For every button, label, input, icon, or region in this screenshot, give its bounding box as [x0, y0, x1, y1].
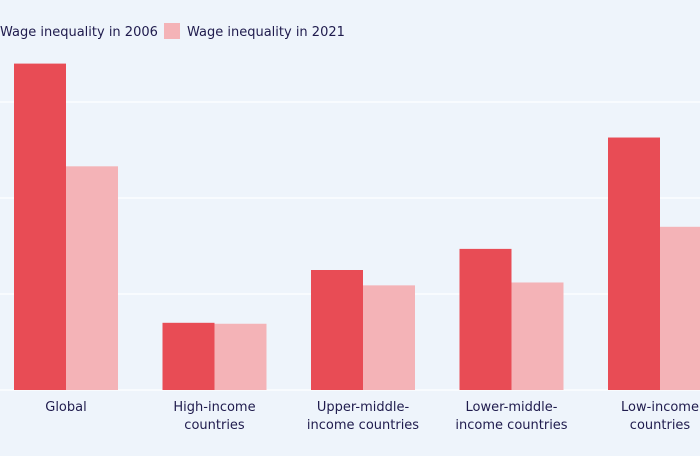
x-tick-labels: Global High-income countries Upper-middle-i…	[45, 400, 699, 433]
bar-2006-3	[311, 270, 363, 390]
x-tick-label-5: Low-income countries	[621, 400, 699, 433]
bar-2021-3	[363, 285, 415, 390]
x-tick-label-4: Lower-middle-income countries	[455, 400, 567, 433]
bar-2006-4	[459, 248, 512, 390]
bar-2021-2	[214, 323, 267, 390]
bars	[14, 63, 700, 390]
bar-2006-2	[162, 322, 215, 390]
x-tick-label-2: High-income countries	[173, 400, 255, 433]
x-tick-label-3: Upper-middle-income countries	[307, 400, 419, 433]
bar-2006-5	[608, 137, 660, 390]
legend-label-2021: Wage inequality in 2021	[187, 25, 345, 40]
x-tick-label-1: Global	[45, 400, 86, 415]
bar-2021-5	[660, 226, 700, 390]
legend[interactable]: Wage inequality in 2006 Wage inequality i…	[0, 23, 345, 40]
legend-item-2021[interactable]: Wage inequality in 2021	[164, 23, 345, 40]
legend-swatch-2021	[164, 23, 180, 39]
bar-2021-1	[66, 166, 118, 390]
legend-label-2006: Wage inequality in 2006	[0, 25, 158, 40]
legend-item-2006[interactable]: Wage inequality in 2006	[0, 25, 158, 40]
bar-2006-1	[14, 63, 66, 390]
bar-2021-4	[511, 282, 564, 390]
